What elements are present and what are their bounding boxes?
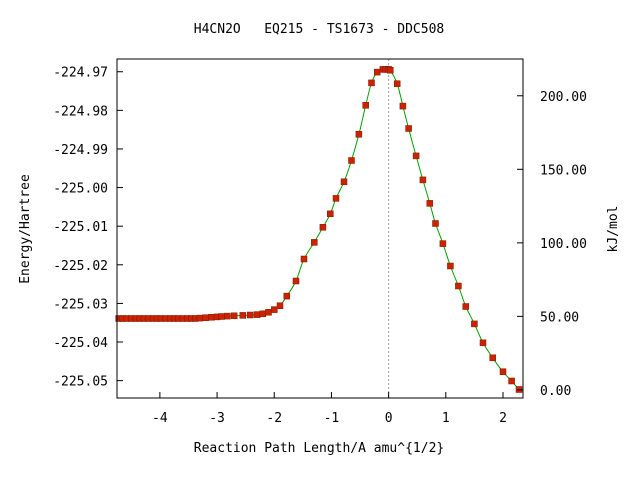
y-tick-label: -225.00 [53, 182, 108, 197]
data-point [218, 313, 225, 320]
data-point [327, 210, 334, 218]
y-tick-label: -225.02 [53, 259, 108, 274]
y-axis-label: Energy/Hartree [18, 174, 33, 284]
data-point [283, 292, 291, 300]
x-tick-label: 1 [442, 411, 450, 426]
y-tick-label: -225.01 [53, 220, 108, 235]
x-tick-label: -2 [266, 411, 282, 426]
data-point [393, 80, 401, 87]
data-point [432, 220, 439, 227]
data-points [115, 66, 523, 393]
x-tick-label: -1 [324, 411, 340, 426]
y2-tick-label: 150.00 [540, 163, 587, 178]
data-point [224, 312, 231, 320]
data-point [340, 178, 348, 186]
energy-curve [118, 68, 520, 390]
x-tick-label: -3 [209, 411, 225, 426]
data-point [419, 176, 427, 184]
y2-tick-label: 50.00 [540, 310, 579, 325]
x-tick-label: 2 [499, 411, 507, 426]
y2-tick-label: 200.00 [540, 90, 587, 105]
data-point [455, 282, 462, 290]
data-point [271, 306, 278, 313]
y-axis-right: 0.00 50.00 100.00 150.00 200.00 [517, 90, 587, 399]
data-point [230, 312, 238, 320]
data-point [362, 102, 369, 109]
y-tick-label: -224.99 [53, 143, 108, 158]
y2-tick-label: 0.00 [540, 384, 571, 399]
data-point [471, 320, 478, 328]
y-tick-label: -224.97 [53, 66, 108, 81]
data-point [426, 200, 434, 207]
data-point [202, 314, 209, 321]
data-point [239, 312, 247, 319]
data-point [300, 255, 308, 263]
data-point [253, 311, 261, 318]
data-point [355, 131, 363, 138]
data-point [405, 125, 412, 132]
data-point [276, 302, 284, 309]
data-point [311, 239, 318, 246]
data-point [332, 195, 340, 202]
data-point [348, 157, 355, 164]
x-tick-label: -4 [152, 411, 168, 426]
y-tick-label: -225.04 [53, 336, 108, 351]
data-point [439, 240, 447, 247]
data-point [368, 79, 375, 87]
y-tick-label: -225.05 [53, 375, 108, 390]
data-point [508, 377, 515, 385]
y-axis-left: -224.97 -224.98 -224.99 -225.00 -225.01 -225.… [53, 66, 123, 390]
plot-frame [116, 58, 524, 399]
y-tick-label: -224.98 [53, 104, 108, 119]
data-point [499, 368, 507, 375]
data-point [489, 354, 496, 362]
data-point [259, 310, 267, 318]
data-point [479, 339, 487, 347]
y2-axis-label: kJ/mol [606, 206, 621, 253]
data-point [387, 66, 394, 74]
data-point [399, 102, 407, 110]
data-point [246, 311, 254, 319]
curve-line [118, 68, 520, 390]
data-point [373, 68, 381, 76]
data-point [319, 224, 327, 231]
data-point [208, 314, 215, 321]
y-tick-label: -225.03 [53, 297, 108, 312]
x-axis-label: Reaction Path Length/A amu^{1/2} [194, 441, 444, 456]
x-axis: -4 -3 -2 -1 0 1 2 [152, 392, 507, 426]
data-point [447, 262, 454, 270]
x-tick-label: 0 [385, 411, 393, 426]
data-point [462, 303, 470, 310]
data-point [265, 309, 272, 316]
data-point [196, 314, 204, 322]
data-point [292, 277, 300, 285]
y2-tick-label: 100.00 [540, 237, 587, 252]
data-point [412, 152, 420, 160]
chart-title: H4CN2O EQ215 - TS1673 - DDC508 [194, 22, 444, 37]
